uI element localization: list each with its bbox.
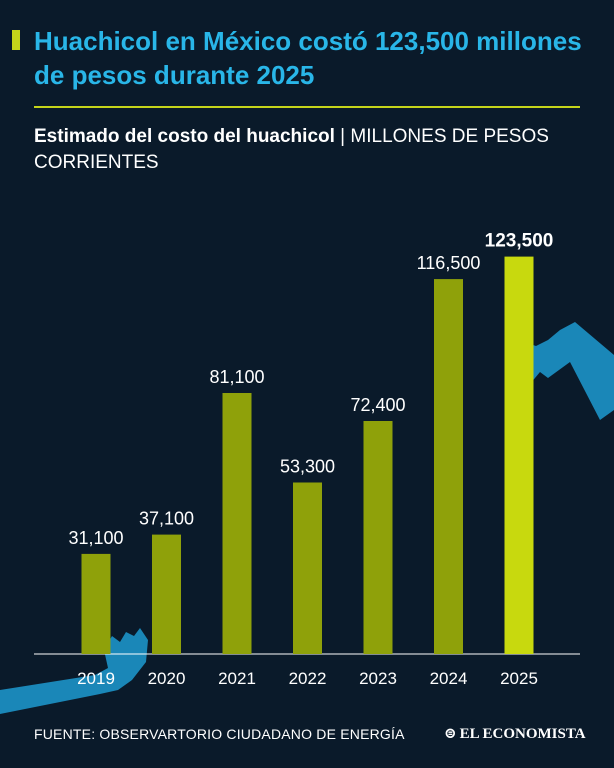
brand-name: EL ECONOMISTA	[459, 726, 586, 742]
value-label-2023: 72,400	[350, 395, 405, 415]
left-hand-illustration	[0, 628, 148, 714]
decorative-hands	[0, 322, 614, 714]
tick-label-2021: 2021	[218, 669, 256, 688]
chart-subtitle: Estimado del costo del huachicol | MILLO…	[34, 124, 574, 176]
value-label-2025: 123,500	[485, 231, 554, 252]
bar-2024	[434, 279, 463, 654]
tick-label-2025: 2025	[500, 669, 538, 688]
right-hand-illustration	[520, 322, 614, 420]
chart-unit-label: MILLONES DE PESOS CORRIENTES	[34, 126, 549, 173]
value-labels-group: 31,100 37,100 81,100 53,300 72,400 116,500123…	[68, 231, 553, 548]
tick-label-2019: 2019	[77, 669, 115, 688]
brand-logo: ⊜ EL ECONOMISTA	[444, 724, 586, 743]
tick-label-2023: 2023	[359, 669, 397, 688]
source-note: FUENTE: OBSERVARTORIO CIUDADANO DE ENERG…	[34, 726, 405, 742]
bar-2022	[293, 482, 322, 654]
headline: Huachicol en México costó 123,500 millon…	[34, 26, 582, 90]
chart-title: Estimado del costo del huachicol	[34, 126, 335, 147]
headline-accent-bar	[12, 30, 20, 50]
tick-label-2024: 2024	[430, 669, 468, 688]
subtitle-separator: |	[334, 126, 351, 147]
tick-label-2020: 2020	[148, 669, 186, 688]
bar-chart: 31,100 37,100 81,100 53,300 72,400 116,500123…	[0, 231, 614, 714]
bar-2023	[363, 421, 393, 654]
value-label-2024: 116,500	[417, 253, 481, 273]
bar-2025	[504, 256, 534, 654]
bar-2019	[81, 553, 111, 654]
value-label-2022: 53,300	[280, 457, 335, 477]
bars-group	[81, 256, 534, 654]
value-label-2021: 81,100	[209, 367, 264, 387]
headline-divider	[34, 106, 580, 108]
bar-2021	[222, 393, 252, 654]
brand-logo-icon: ⊜	[444, 726, 457, 742]
tick-label-2022: 2022	[289, 669, 327, 688]
tick-labels-group: 2019 2020 2021 2022 2023 2024 2025	[77, 669, 538, 688]
bar-2020	[152, 534, 181, 654]
value-label-2020: 37,100	[139, 509, 194, 529]
value-label-2019: 31,100	[68, 528, 123, 548]
